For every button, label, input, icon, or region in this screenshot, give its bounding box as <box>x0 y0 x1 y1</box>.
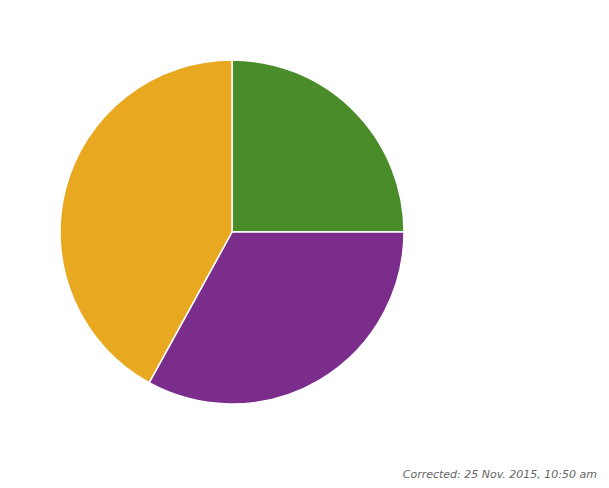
pie <box>60 60 404 404</box>
annotation: Corrected: 25 Nov. 2015, 10:50 am <box>403 468 597 481</box>
pie-slice <box>232 60 404 232</box>
pie-slice <box>60 60 232 383</box>
chart-svg: Corrected: 25 Nov. 2015, 10:50 am <box>0 0 609 488</box>
chart-container: Corrected: 25 Nov. 2015, 10:50 am <box>0 0 609 488</box>
